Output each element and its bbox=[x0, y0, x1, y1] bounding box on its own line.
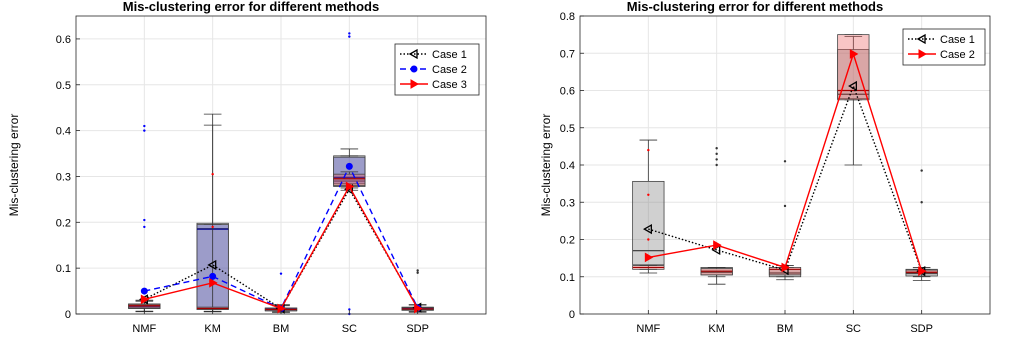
y-tick-label-6: 0.6 bbox=[560, 86, 575, 98]
mean-marker-2 bbox=[781, 262, 791, 273]
y-tick-label-1: 0.1 bbox=[56, 263, 71, 275]
mean-marker-2 bbox=[410, 79, 420, 89]
x-tick-label-BM: BM bbox=[777, 323, 794, 335]
x-tick-label-NMF: NMF bbox=[132, 323, 156, 335]
box-iqr bbox=[333, 156, 366, 185]
x-tick-label-SC: SC bbox=[342, 323, 357, 335]
legend-box bbox=[902, 28, 986, 66]
mean-marker-3 bbox=[849, 49, 859, 59]
legend-item-0: Case 1 bbox=[400, 48, 467, 61]
legend-label: Case 2 bbox=[432, 64, 467, 76]
outlier-0 bbox=[920, 201, 923, 204]
outlier-2 bbox=[715, 152, 718, 156]
outlier-0 bbox=[416, 271, 419, 274]
outlier-0 bbox=[211, 225, 214, 229]
outlier-3 bbox=[143, 124, 146, 128]
y-tick-label-8: 0.8 bbox=[560, 11, 575, 23]
y-axis-label: Mis-clustering error bbox=[7, 114, 21, 217]
y-tick-label-5: 0.5 bbox=[560, 123, 575, 135]
outlier-1 bbox=[143, 218, 146, 222]
legend-label: Case 2 bbox=[940, 49, 975, 61]
y-tick-label-2: 0.2 bbox=[56, 217, 71, 229]
legend-label: Case 3 bbox=[432, 79, 467, 91]
y-tick-label-6: 0.6 bbox=[56, 34, 71, 46]
mean-marker-0 bbox=[643, 223, 652, 235]
legend-item-1: Case 2 bbox=[400, 64, 467, 76]
outlier-3 bbox=[348, 308, 351, 311]
outlier-1 bbox=[647, 193, 650, 196]
mean-marker-4 bbox=[414, 303, 423, 314]
outlier-1 bbox=[783, 160, 787, 163]
outlier-0 bbox=[143, 225, 146, 229]
y-tick-label-7: 0.7 bbox=[560, 48, 575, 60]
y-tick-label-5: 0.5 bbox=[56, 80, 71, 92]
outlier-0 bbox=[279, 272, 283, 275]
legend-item-0: Case 1 bbox=[908, 33, 975, 46]
y-tick-label-2: 0.2 bbox=[560, 235, 575, 247]
chart-panel-2: 0 0.1 0.2 0.3 0.4 0.5 0.6 0.7 0.8 NMF KM BM SC SDP Mis… bbox=[539, 0, 991, 335]
series-mean-line-2 bbox=[140, 181, 423, 314]
legend: Case 1 Case 2 Case 3 bbox=[394, 43, 480, 96]
x-tick-label-SC: SC bbox=[846, 323, 861, 335]
outlier-1 bbox=[416, 269, 419, 272]
mean-marker-4 bbox=[918, 266, 927, 277]
mean-marker-0 bbox=[408, 48, 418, 60]
mean-marker-1 bbox=[918, 49, 928, 59]
mean-marker-1 bbox=[207, 259, 217, 271]
x-tick-label-KM: KM bbox=[204, 323, 221, 335]
x-tick-label-NMF: NMF bbox=[636, 323, 660, 335]
outlier-0 bbox=[647, 238, 650, 241]
mean-marker-1 bbox=[410, 65, 418, 73]
x-tick-label-SDP: SDP bbox=[910, 323, 933, 335]
outlier-0 bbox=[348, 35, 351, 38]
y-tick-label-0: 0 bbox=[569, 309, 575, 321]
outlier-3 bbox=[715, 147, 718, 150]
legend-label: Case 1 bbox=[940, 34, 975, 46]
mean-marker-3 bbox=[345, 181, 355, 192]
chart-panel-1: 0 0.1 0.2 0.3 0.4 0.5 0.6 NMF KM BM SC SDP Mis-clust… bbox=[7, 0, 487, 335]
chart-title: Mis-clustering error for different metho… bbox=[627, 0, 883, 14]
outlier-2 bbox=[647, 148, 650, 152]
legend-label: Case 1 bbox=[432, 49, 467, 61]
y-axis-label: Mis-clustering error bbox=[539, 114, 553, 217]
mean-marker-0 bbox=[140, 287, 148, 295]
series-mean-line-1 bbox=[644, 49, 927, 277]
mean-marker-3 bbox=[345, 162, 353, 170]
box-KM bbox=[700, 267, 733, 278]
legend-box bbox=[394, 43, 480, 96]
x-tick-label-BM: BM bbox=[273, 323, 290, 335]
y-tick-label-3: 0.3 bbox=[56, 171, 71, 183]
mean-marker-3 bbox=[848, 80, 857, 92]
mean-marker-1 bbox=[209, 277, 218, 288]
box-NMF bbox=[632, 148, 665, 270]
legend: Case 1 Case 2 bbox=[902, 28, 986, 66]
y-tick-label-3: 0.3 bbox=[560, 197, 575, 209]
mean-marker-1 bbox=[209, 272, 217, 280]
outlier-1 bbox=[920, 169, 923, 172]
outlier-1 bbox=[348, 32, 351, 35]
outlier-1 bbox=[211, 172, 214, 176]
mean-marker-0 bbox=[140, 294, 150, 305]
outlier-2 bbox=[143, 129, 146, 132]
mean-marker-2 bbox=[277, 303, 287, 314]
legend-item-2: Case 3 bbox=[400, 79, 467, 91]
mean-marker-0 bbox=[644, 252, 654, 263]
y-tick-label-0: 0 bbox=[65, 309, 71, 321]
chart-title: Mis-clustering error for different metho… bbox=[123, 0, 379, 14]
outlier-1 bbox=[715, 158, 718, 161]
x-tick-label-KM: KM bbox=[708, 323, 725, 335]
y-tick-label-4: 0.4 bbox=[560, 160, 575, 172]
mean-marker-1 bbox=[713, 240, 722, 250]
y-tick-label-1: 0.1 bbox=[560, 272, 575, 284]
x-tick-label-SDP: SDP bbox=[406, 323, 429, 335]
outlier-0 bbox=[783, 204, 787, 208]
outlier-0 bbox=[715, 163, 718, 167]
legend-item-1: Case 2 bbox=[908, 49, 975, 61]
y-tick-label-4: 0.4 bbox=[56, 126, 71, 138]
box-SC bbox=[333, 32, 366, 316]
mean-marker-0 bbox=[916, 33, 926, 45]
